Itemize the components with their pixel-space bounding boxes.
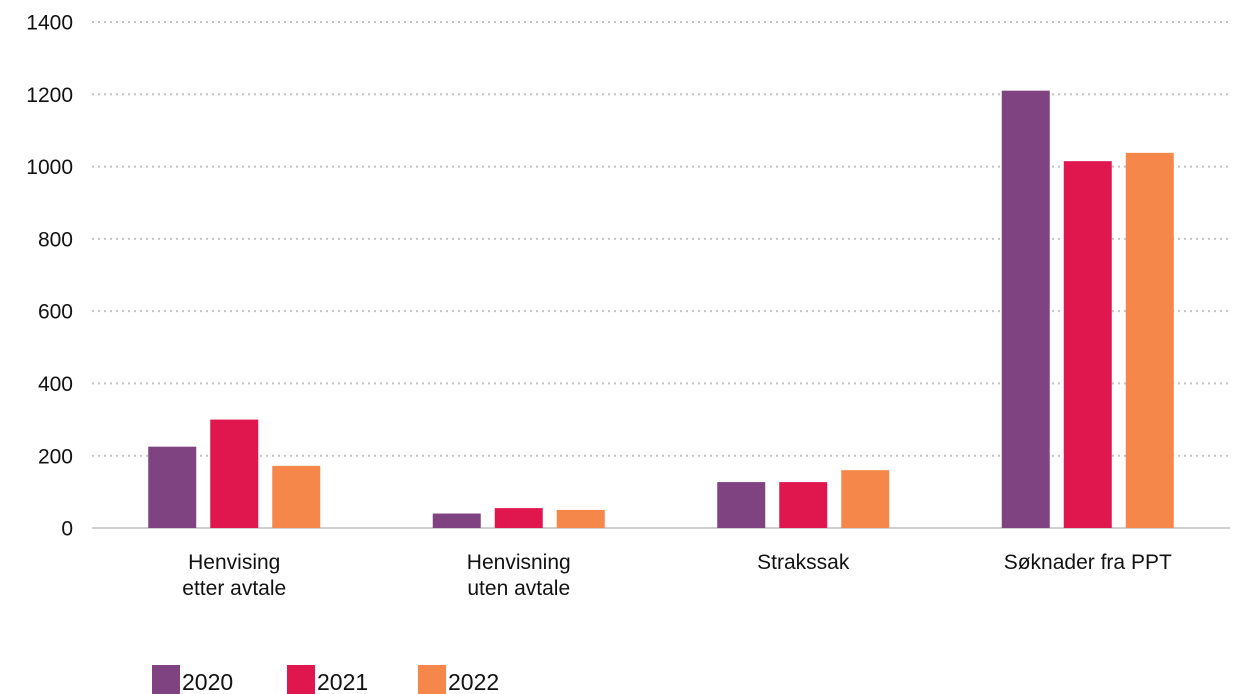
- y-tick-label: 800: [38, 228, 73, 251]
- bar: [210, 419, 259, 528]
- y-tick-label: 0: [61, 518, 73, 541]
- legend-label: 2021: [317, 669, 368, 694]
- y-tick-label: 1200: [26, 84, 73, 107]
- legend-swatch: [287, 665, 315, 694]
- legend-swatch: [418, 665, 446, 694]
- legend-label: 2022: [448, 669, 499, 694]
- bar: [148, 446, 197, 528]
- x-tick-label: Søknader fra PPT: [1003, 551, 1172, 574]
- y-tick-label: 600: [38, 301, 73, 324]
- y-tick-label: 1000: [26, 156, 73, 179]
- bar: [1063, 161, 1112, 528]
- bar: [556, 509, 605, 528]
- bar: [272, 465, 321, 528]
- y-tick-label: 400: [38, 373, 73, 396]
- x-tick-label: Henvising etter avtale: [182, 551, 287, 600]
- bar: [1001, 90, 1050, 529]
- bar: [841, 470, 890, 528]
- y-tick-label: 1400: [26, 12, 73, 35]
- bar: [717, 482, 766, 528]
- bar: [779, 482, 828, 528]
- legend-swatch: [152, 665, 180, 694]
- bar: [1125, 152, 1174, 528]
- x-tick-label: Strakssak: [757, 551, 850, 574]
- bar: [432, 513, 481, 528]
- legend-label: 2020: [182, 669, 233, 694]
- x-tick-label: Henvisning uten avtale: [466, 551, 571, 600]
- y-tick-label: 200: [38, 445, 73, 468]
- bar: [494, 508, 543, 528]
